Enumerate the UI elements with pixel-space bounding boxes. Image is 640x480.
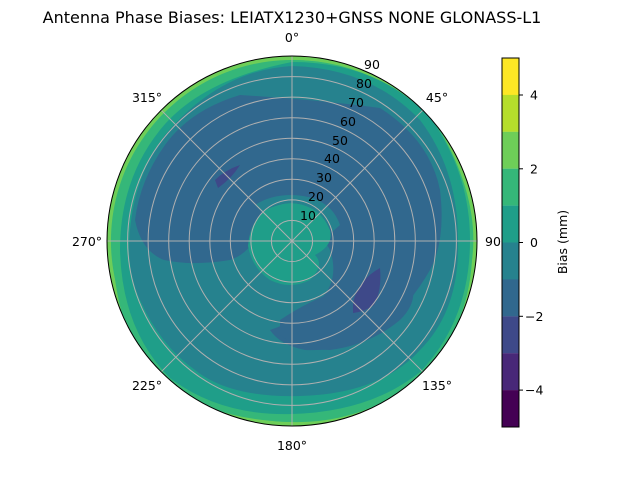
colorbar-tick-4: 4 [530,88,538,103]
radial-label-50: 50 [332,133,348,148]
colorbar-tick-minus2: −2 [525,309,543,324]
az-label-45: 45° [426,90,448,105]
angular-grid [107,56,477,426]
chart-title: Antenna Phase Biases: LEIATX1230+GNSS NO… [43,8,542,27]
colorbar-tick-minus4: −4 [525,383,543,398]
radial-label-90: 90 [364,57,380,72]
radial-label-10: 10 [300,208,316,223]
az-label-270: 270° [72,234,102,249]
radial-label-60: 60 [340,114,356,129]
colorbar: 4 2 0 −2 −4 Bias (mm) [501,57,570,428]
polar-boundary [106,55,478,427]
polar-plot: 0° 45° 90 135° 180° 225° 270° 315° 10 20… [72,30,501,453]
az-label-90: 90 [485,234,501,249]
colorbar-tick-2: 2 [530,161,538,176]
az-label-0: 0° [285,30,299,45]
radial-label-30: 30 [316,170,332,185]
az-label-135: 135° [422,378,452,393]
az-label-225: 225° [132,378,162,393]
az-label-180: 180° [277,438,307,453]
radial-label-20: 20 [308,189,324,204]
radial-label-40: 40 [324,151,340,166]
colorbar-tick-0: 0 [530,235,538,250]
radial-label-80: 80 [356,76,372,91]
az-label-315: 315° [132,90,162,105]
colorbar-label: Bias (mm) [555,210,570,274]
radial-label-70: 70 [348,95,364,110]
